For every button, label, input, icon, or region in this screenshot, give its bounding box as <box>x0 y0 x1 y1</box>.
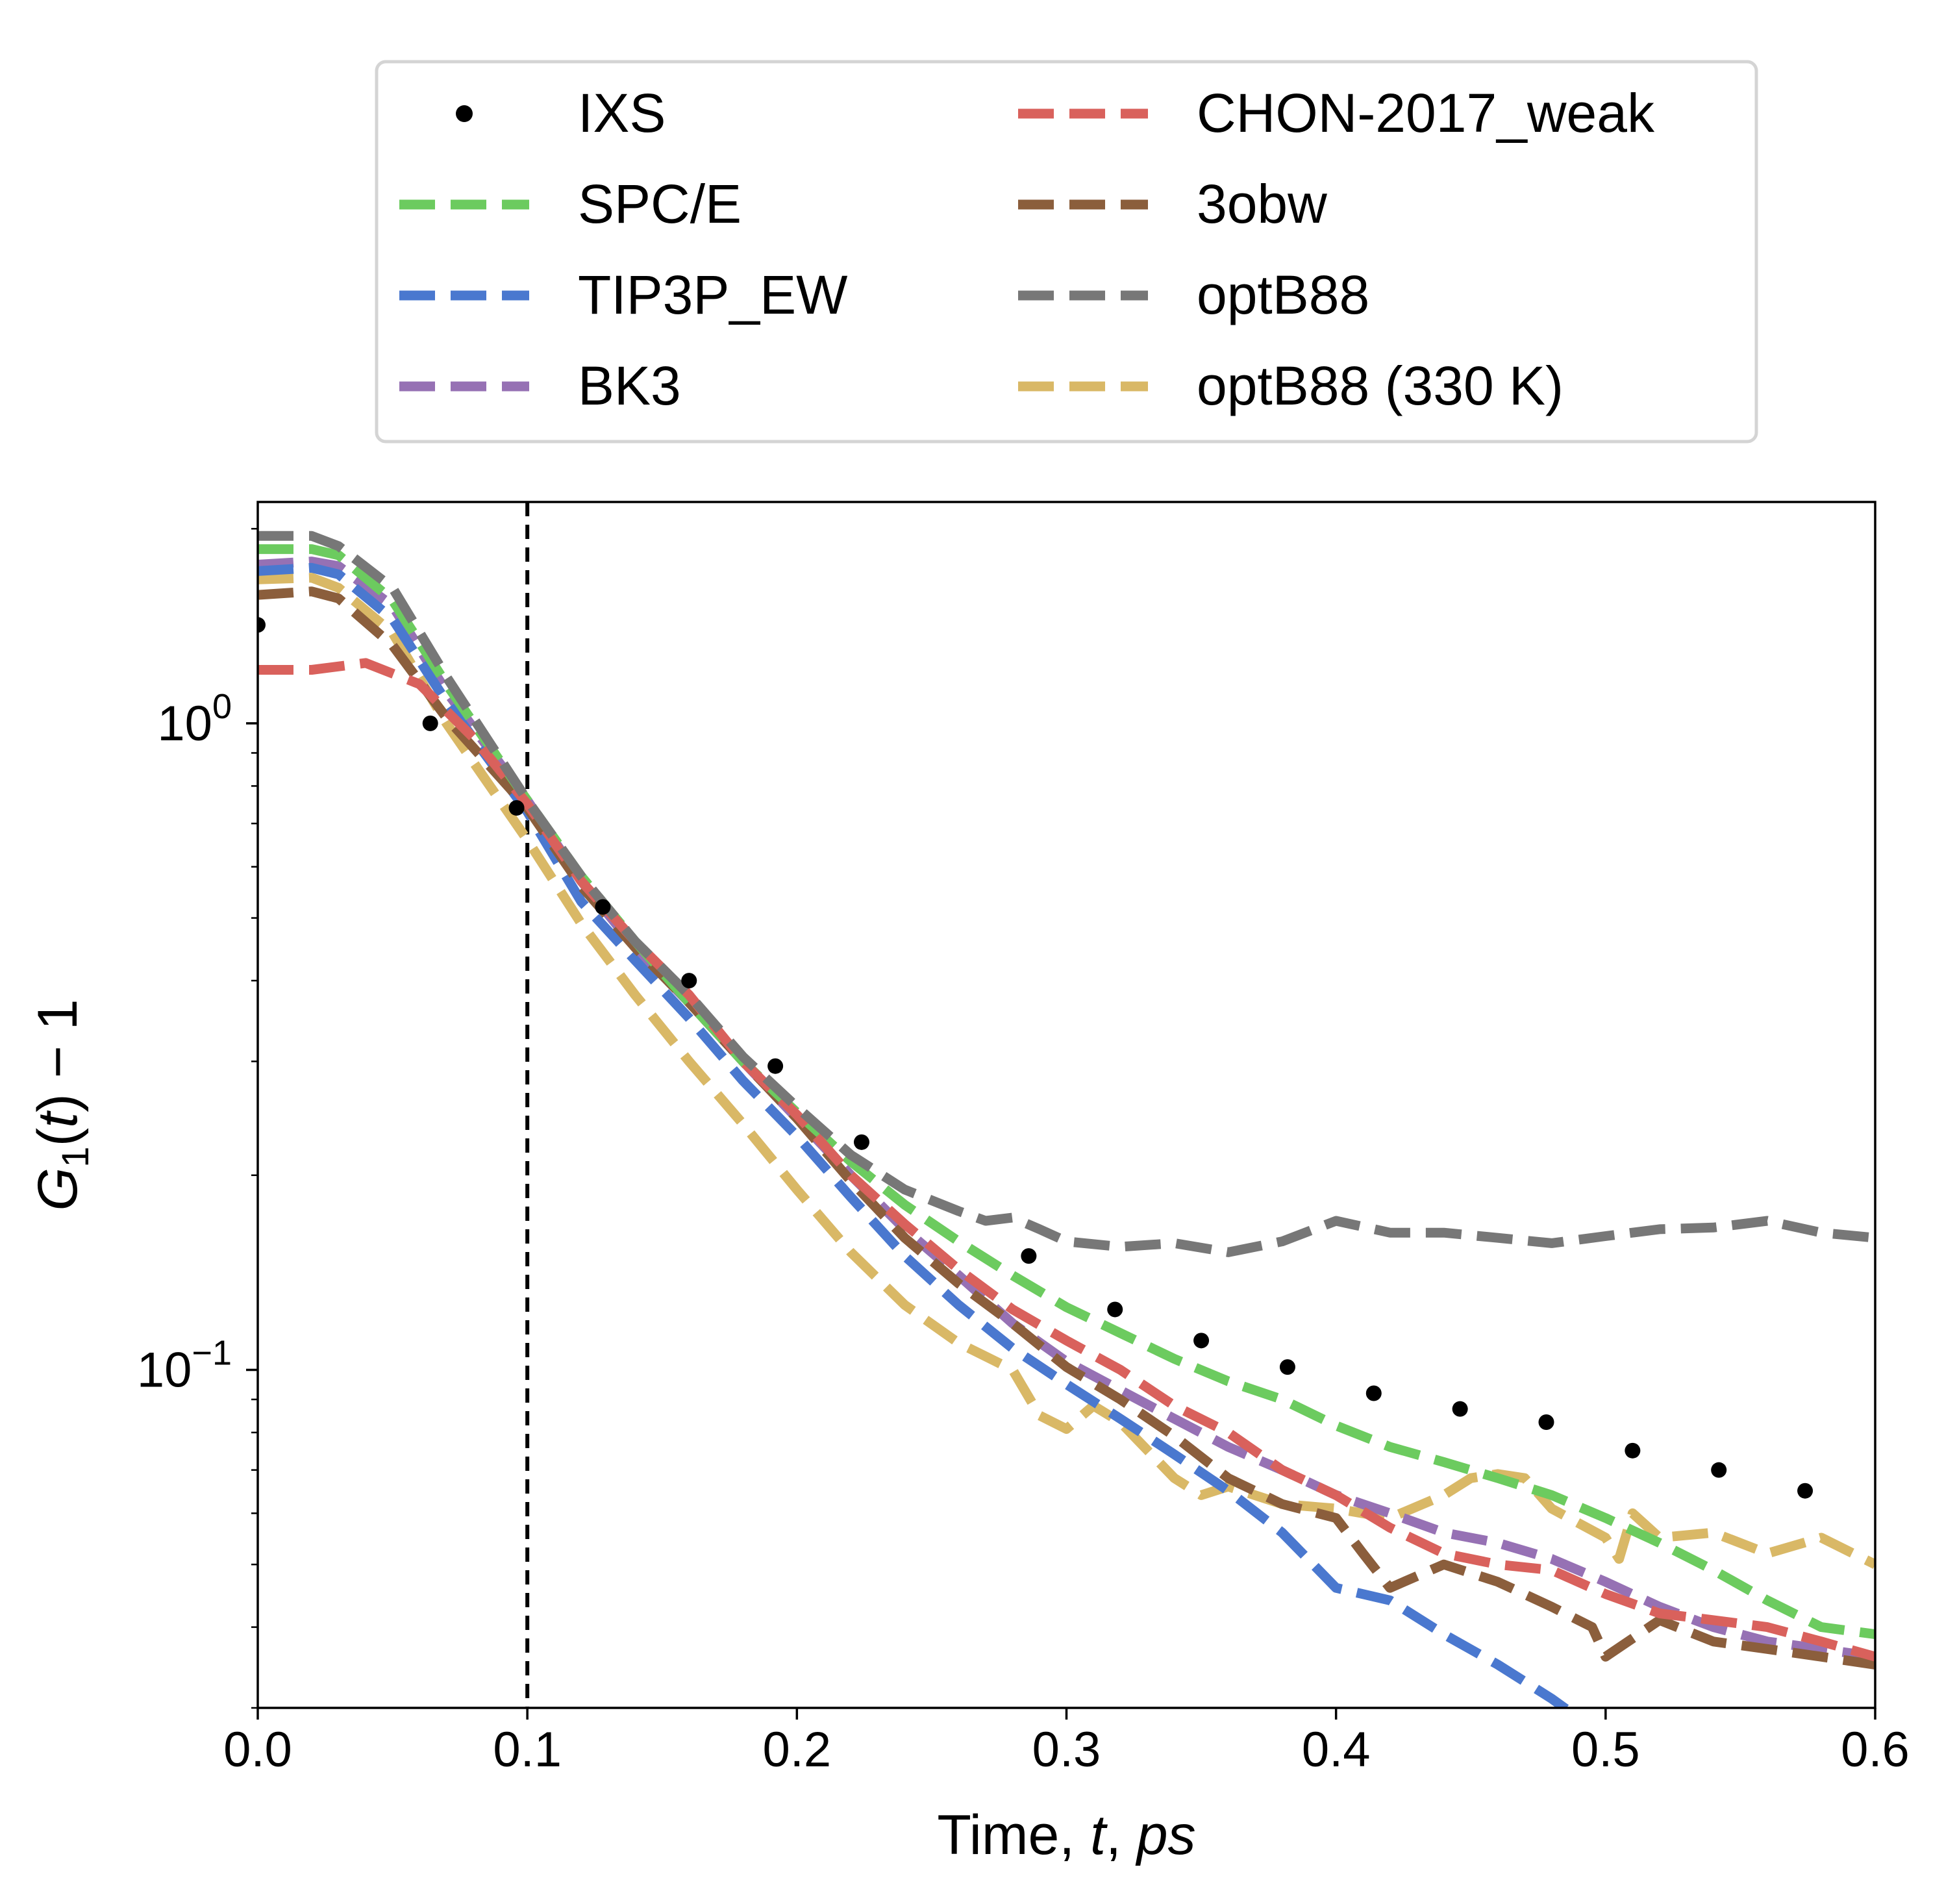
ixs-point <box>595 899 611 915</box>
legend-label: optB88 <box>1197 264 1369 325</box>
ixs-point <box>1711 1462 1727 1478</box>
series-line-chon-2017-weak <box>258 658 1875 1662</box>
y-axis-label-text: G1(t) − 1 <box>27 999 97 1210</box>
ixs-point <box>681 973 697 989</box>
legend-label: optB88 (330 K) <box>1197 355 1564 416</box>
legend-box <box>375 60 1758 444</box>
plot-area <box>258 502 1875 1708</box>
legend-entry: optB88 (330 K) <box>1018 355 1564 416</box>
ixs-point <box>1452 1401 1468 1417</box>
legend-label: BK3 <box>578 355 681 416</box>
legend: IXS SPC/E TIP3P_EW BK3 CHON-2017_weak 3obw opt… <box>375 60 1758 444</box>
series-line-3obw <box>258 586 1875 1670</box>
ixs-point <box>1797 1483 1813 1499</box>
x-tick-label: 0.4 <box>1302 1722 1371 1777</box>
legend-label: TIP3P_EW <box>578 264 847 325</box>
ixs-point <box>1538 1414 1554 1431</box>
ixs-point <box>1021 1248 1037 1264</box>
ixs-point <box>258 617 266 633</box>
legend-entry: CHON-2017_weak <box>1018 82 1655 144</box>
series-line-optb88-330-k- <box>258 573 1875 1569</box>
ixs-point <box>767 1058 784 1074</box>
ixs-point <box>853 1134 869 1150</box>
axes: 0.0 0.1 0.2 0.3 0.4 0.5 0.6 100 10−1 <box>137 501 1910 1777</box>
x-tick-label: 0.0 <box>223 1722 292 1777</box>
y-tick-label: 10−1 <box>137 1333 232 1397</box>
series-line-spc-e <box>258 544 1875 1640</box>
x-tick-label: 0.2 <box>763 1722 832 1777</box>
x-axis-label: Time, t, ps <box>937 1804 1195 1866</box>
series-line-optb88 <box>258 531 1875 1257</box>
legend-label: IXS <box>578 82 666 144</box>
legend-entry: BK3 <box>399 355 681 416</box>
y-tick-label: 100 <box>157 687 232 751</box>
legend-label: CHON-2017_weak <box>1197 82 1655 144</box>
series-line-bk3 <box>258 557 1875 1662</box>
x-tick-label: 0.1 <box>493 1722 562 1777</box>
legend-entry: TIP3P_EW <box>399 264 847 325</box>
ixs-point <box>1279 1359 1295 1375</box>
legend-label: 3obw <box>1197 173 1327 234</box>
ixs-point <box>508 800 525 816</box>
legend-entry: optB88 <box>1018 264 1369 325</box>
ixs-point <box>1193 1333 1210 1349</box>
x-tick-label: 0.5 <box>1571 1722 1640 1777</box>
y-axis-label: G1(t) − 1 <box>27 999 97 1210</box>
legend-label: SPC/E <box>578 173 741 234</box>
ixs-point <box>422 715 438 731</box>
ixs-point <box>1625 1442 1641 1459</box>
legend-marker <box>456 105 473 122</box>
x-tick-label: 0.6 <box>1841 1722 1910 1777</box>
legend-entry: IXS <box>456 82 666 144</box>
ixs-point <box>1365 1385 1382 1401</box>
x-axis-label-text: Time, t, ps <box>937 1804 1195 1866</box>
legend-entry: SPC/E <box>399 173 741 234</box>
x-tick-label: 0.3 <box>1032 1722 1101 1777</box>
legend-entry: 3obw <box>1018 173 1327 234</box>
ixs-point <box>1107 1301 1123 1318</box>
series-ixs-points <box>258 617 1813 1499</box>
